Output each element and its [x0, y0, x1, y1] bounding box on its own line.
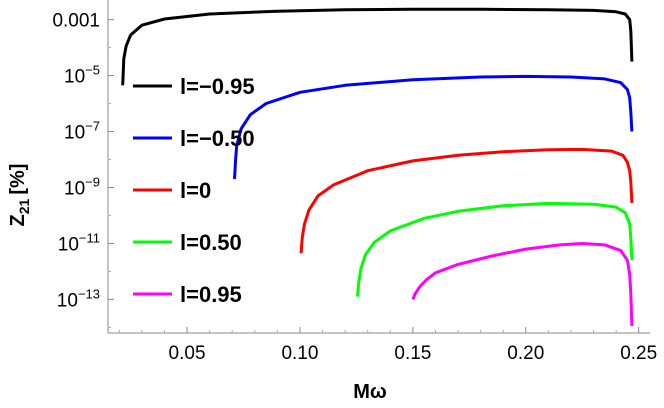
y-axis-label: Z21 [%] [7, 164, 32, 227]
y-tick-base: 10 [57, 290, 78, 311]
legend-label: l=0 [180, 178, 211, 203]
y-tick-text: 0.001 [52, 11, 100, 32]
y-tick-label: 10−5 [64, 63, 100, 88]
svg-text:Z21[%]: Z21 [%] [7, 164, 32, 227]
y-tick-base: 10 [64, 178, 85, 199]
y-tick-exponent: −9 [85, 174, 100, 189]
x-axis-ticks: 0.05 0.10 0.15 0.20 0.25 [118, 327, 657, 364]
series-line-1 [233, 74, 634, 180]
legend-label: l=0.50 [180, 230, 242, 255]
series-line-2 [299, 147, 634, 254]
y-tick-label: 0.001 [52, 11, 100, 32]
y-axis-label-unit: [%] [7, 164, 29, 195]
series-line-3 [356, 201, 634, 297]
x-tick-label: 0.15 [394, 343, 431, 364]
y-tick-base: 10 [64, 67, 85, 88]
axes-frame [107, 0, 650, 334]
y-tick-exponent: −7 [85, 119, 100, 134]
legend-label: l=−0.50 [180, 126, 255, 151]
x-tick-label: 0.05 [169, 343, 206, 364]
y-tick-exponent: −11 [79, 230, 100, 245]
legend: l=−0.95 l=−0.50 l=0 l=0.50 l=0.95 [133, 74, 255, 307]
x-axis-label: Mω [353, 381, 387, 403]
series-lines [121, 7, 634, 327]
legend-label: l=0.95 [180, 282, 242, 307]
legend-label: l=−0.95 [180, 74, 255, 99]
y-tick-base: 10 [64, 123, 85, 144]
y-axis-label-sub: 21 [16, 198, 32, 214]
y-tick-label: 10−13 [57, 286, 100, 311]
series-line-4 [411, 242, 634, 327]
y-tick-label: 10−9 [64, 174, 100, 199]
y-tick-base: 10 [58, 234, 79, 255]
y-tick-exponent: −5 [85, 63, 100, 78]
y-tick-exponent: −13 [78, 286, 100, 301]
y-tick-label: 10−11 [58, 230, 100, 255]
x-tick-label: 0.10 [281, 343, 318, 364]
y-axis-label-main: Z [7, 214, 29, 226]
y-tick-label: 10−7 [64, 119, 100, 144]
series-line-0 [121, 7, 634, 86]
x-tick-label: 0.25 [620, 343, 657, 364]
x-tick-label: 0.20 [507, 343, 544, 364]
